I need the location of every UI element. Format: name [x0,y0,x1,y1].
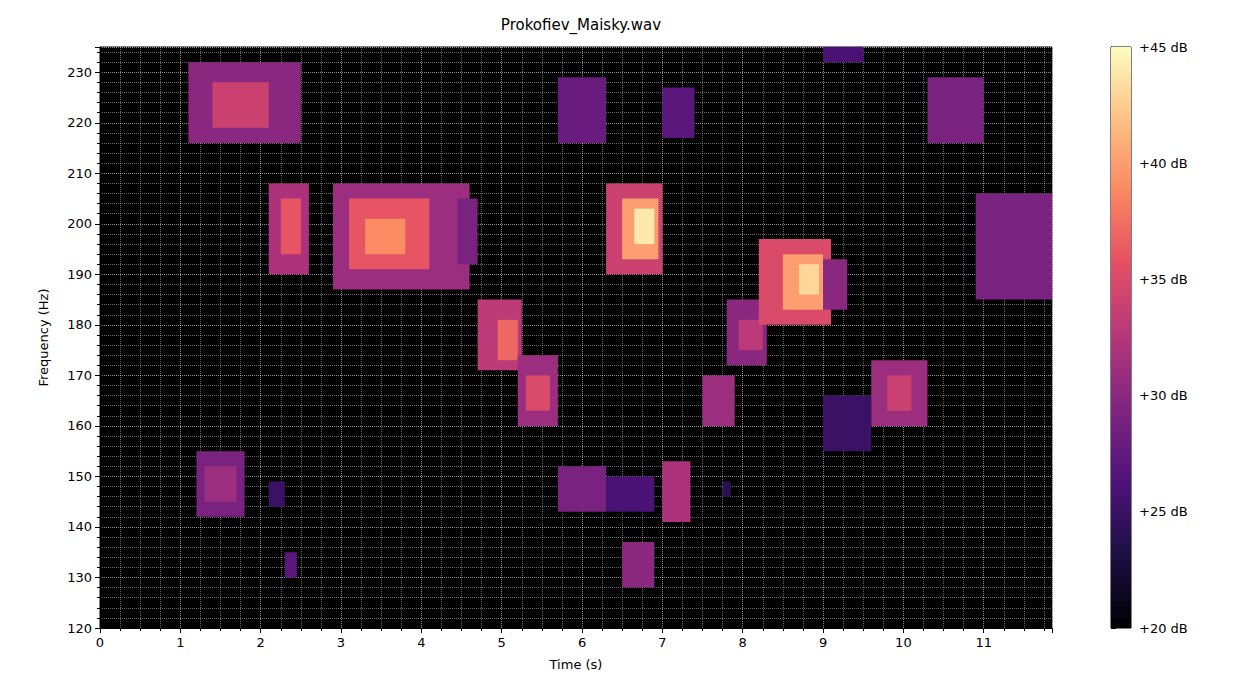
svg-text:9: 9 [819,635,827,650]
svg-text:150: 150 [67,469,92,484]
svg-text:2: 2 [257,635,265,650]
svg-text:120: 120 [67,621,92,636]
svg-text:+45 dB: +45 dB [1139,40,1188,55]
svg-text:Prokofiev_Maisky.wav: Prokofiev_Maisky.wav [501,16,661,35]
svg-text:3: 3 [337,635,345,650]
svg-text:8: 8 [739,635,747,650]
svg-text:6: 6 [578,635,586,650]
svg-text:+35 dB: +35 dB [1139,272,1188,287]
svg-text:220: 220 [67,115,92,130]
svg-text:230: 230 [67,65,92,80]
svg-text:+25 dB: +25 dB [1139,504,1188,519]
svg-text:170: 170 [67,368,92,383]
svg-text:200: 200 [67,216,92,231]
svg-text:130: 130 [67,570,92,585]
svg-text:+20 dB: +20 dB [1139,621,1188,636]
svg-text:Time (s): Time (s) [549,657,603,672]
svg-text:180: 180 [67,317,92,332]
svg-text:Frequency (Hz): Frequency (Hz) [36,288,51,386]
svg-text:+40 dB: +40 dB [1139,156,1188,171]
svg-text:5: 5 [498,635,506,650]
svg-text:10: 10 [895,635,912,650]
svg-text:7: 7 [658,635,666,650]
svg-text:1: 1 [176,635,184,650]
svg-text:210: 210 [67,166,92,181]
svg-text:140: 140 [67,519,92,534]
svg-text:4: 4 [417,635,425,650]
svg-text:11: 11 [975,635,992,650]
svg-text:+30 dB: +30 dB [1139,388,1188,403]
svg-text:160: 160 [67,418,92,433]
svg-text:190: 190 [67,267,92,282]
svg-text:0: 0 [96,635,104,650]
